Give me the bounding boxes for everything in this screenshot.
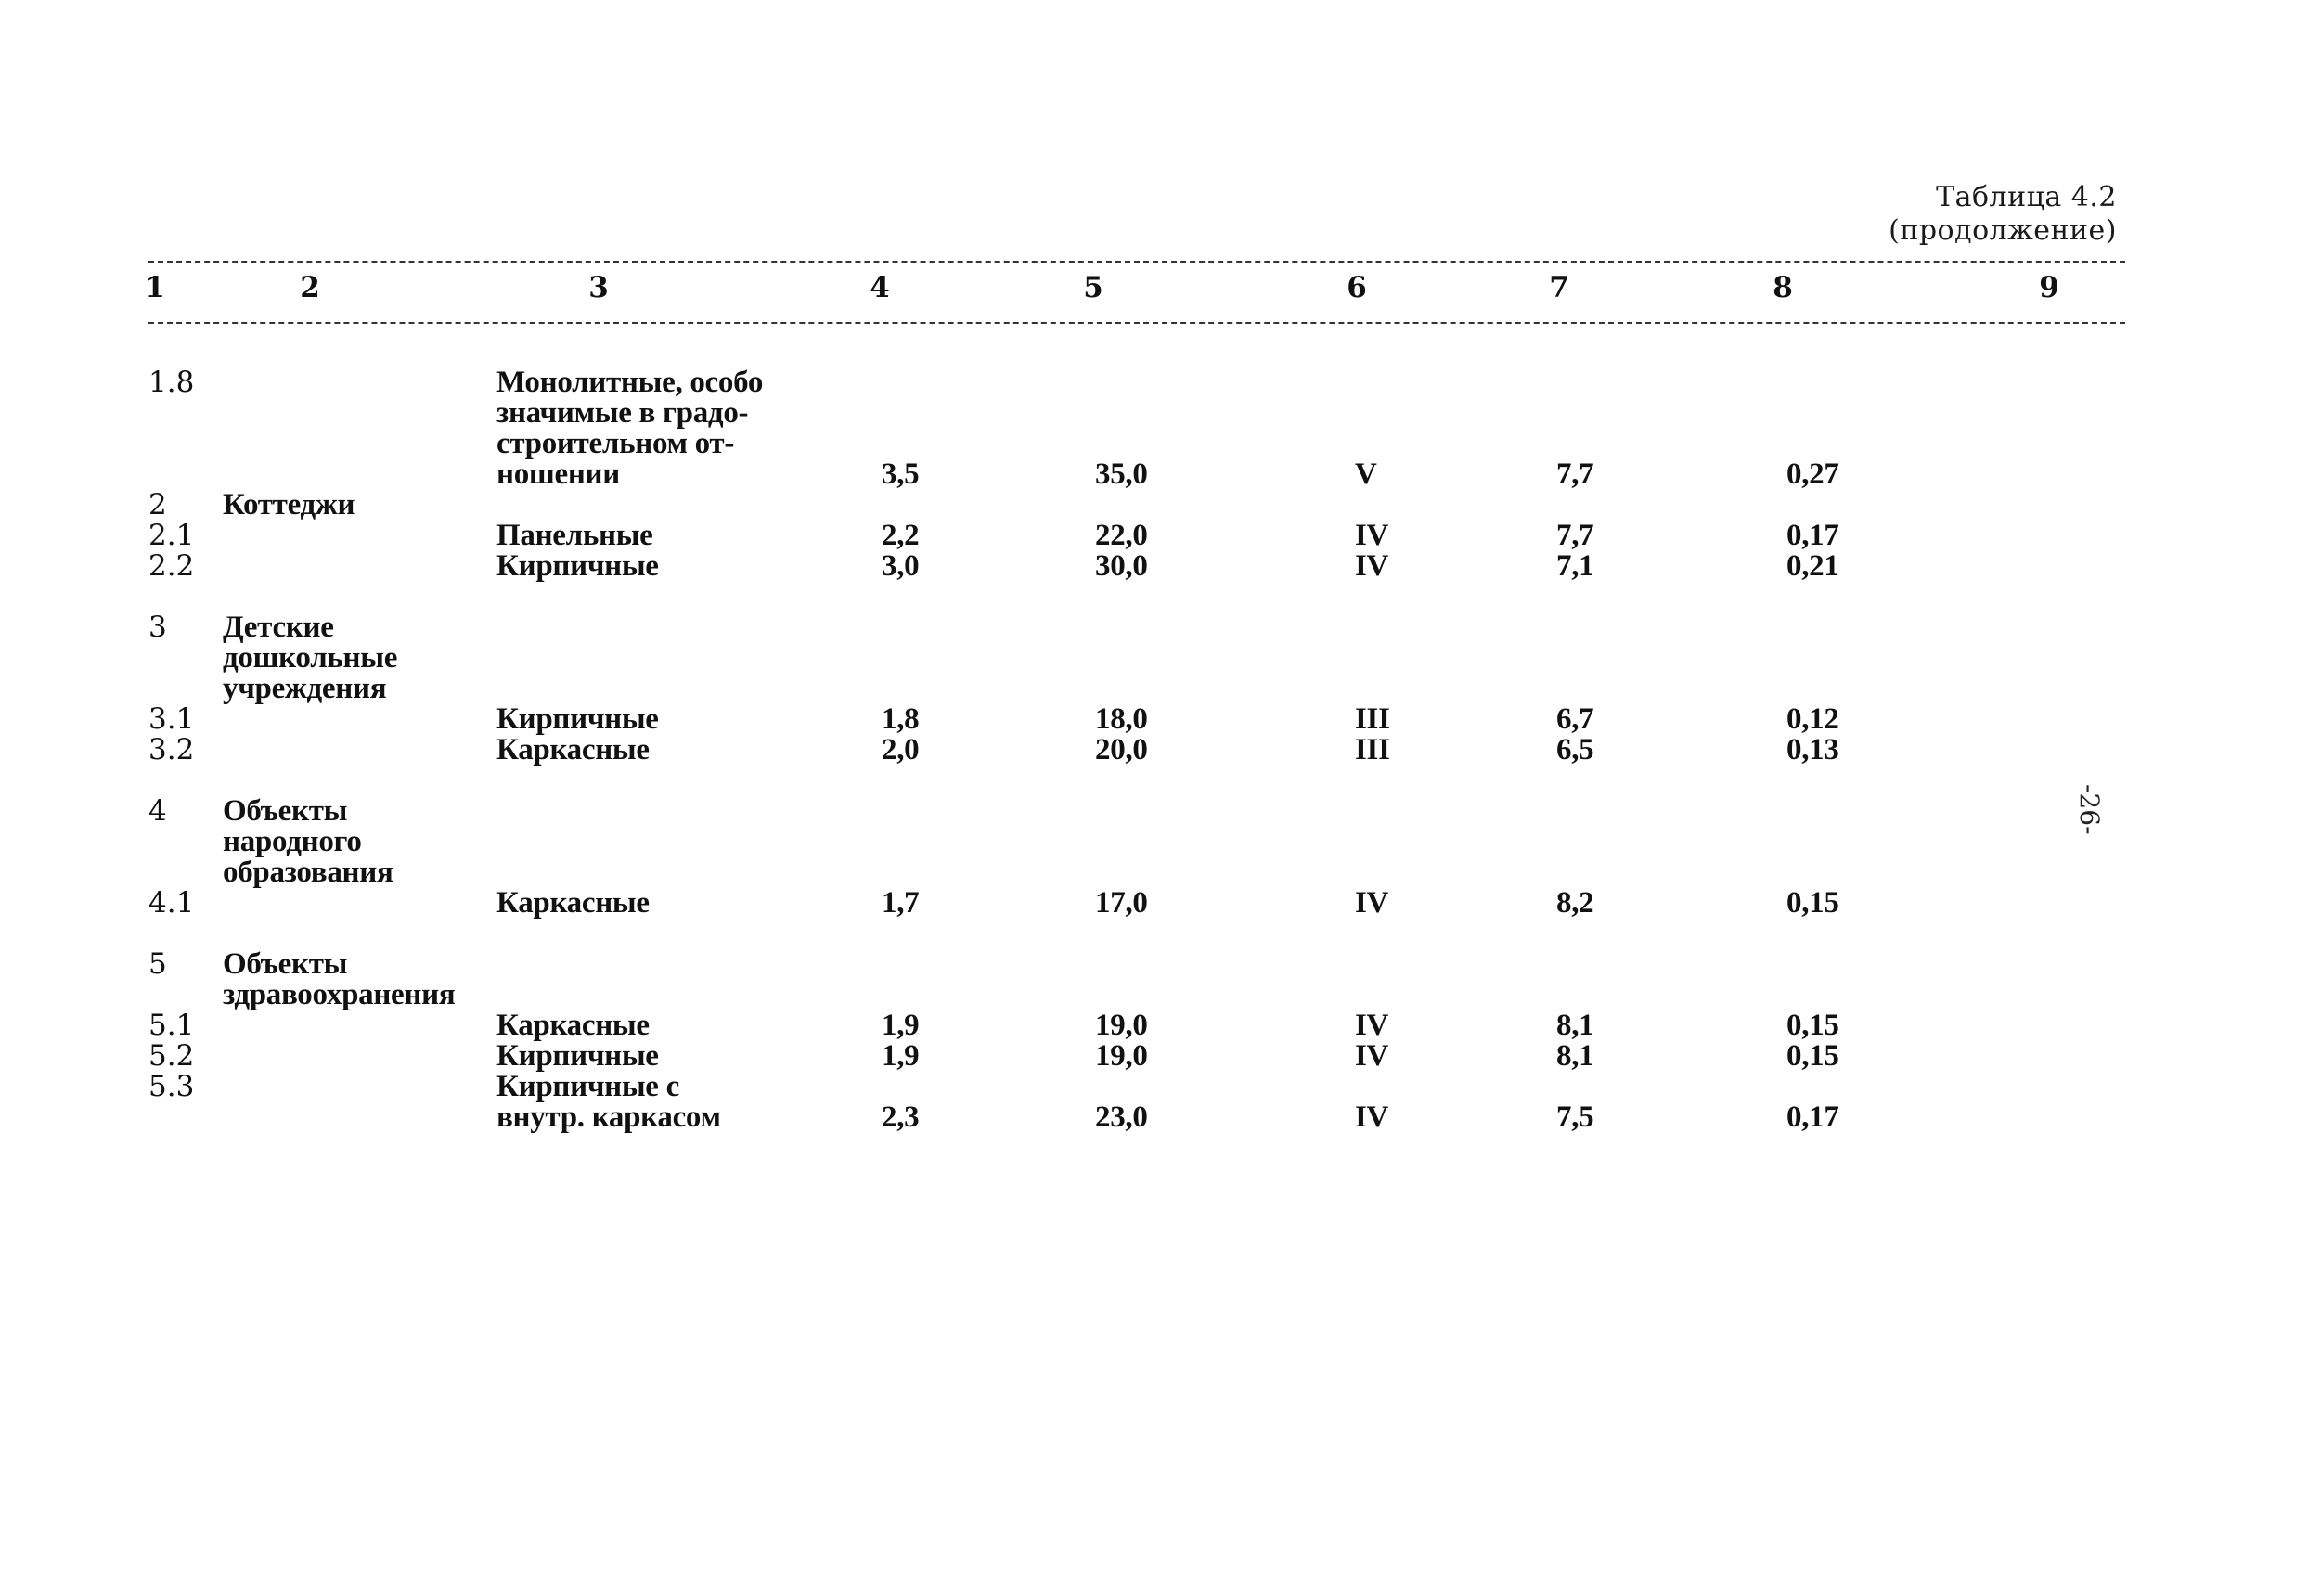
row-number: 2.2 [148,549,195,583]
cell-col-7: 6,7 [1556,702,1594,736]
cell-col-7: 7,7 [1556,457,1594,491]
column-header-9: 9 [2039,271,2059,304]
construction-type-line: Кирпичные [496,1039,659,1073]
cell-col-4: 2,3 [882,1100,920,1134]
cell-col-8: 0,15 [1786,886,1839,920]
row-number: 3.2 [148,733,195,766]
cell-col-4: 1,7 [882,886,920,920]
group-name-line: дошкольные [223,641,398,675]
cell-col-8: 0,17 [1786,1100,1839,1134]
cell-col-8: 0,12 [1786,702,1839,736]
cell-col-6: III [1355,702,1390,736]
row-number: 5.3 [148,1070,195,1103]
column-header-8: 8 [1773,271,1793,304]
cell-col-4: 2,0 [882,733,920,766]
construction-type-line: Каркасные [496,1009,650,1042]
row-number: 3 [148,611,167,644]
cell-col-7: 7,1 [1556,549,1594,583]
construction-type-line: Панельные [496,519,653,552]
construction-type-line: Кирпичные [496,702,659,736]
cell-col-7: 7,7 [1556,519,1594,552]
table-top-rule [148,261,2125,263]
table-caption-title: Таблица 4.2 [1936,181,2117,213]
cell-col-6: IV [1355,1100,1389,1134]
group-name-line: Объекты [223,947,348,981]
group-name-line: учреждения [223,672,387,705]
cell-col-6: V [1355,457,1377,491]
cell-col-5: 17,0 [1095,886,1148,920]
cell-col-8: 0,21 [1786,549,1839,583]
cell-col-6: IV [1355,519,1389,552]
cell-col-5: 18,0 [1095,702,1148,736]
row-number: 5 [148,947,167,981]
cell-col-8: 0,27 [1786,457,1839,491]
cell-col-4: 3,5 [882,457,920,491]
cell-col-4: 2,2 [882,519,920,552]
cell-col-6: IV [1355,549,1389,583]
cell-col-8: 0,15 [1786,1009,1839,1042]
column-header-2: 2 [300,271,320,304]
row-number: 2.1 [148,519,195,552]
group-name-line: Коттеджи [223,488,355,521]
cell-col-8: 0,13 [1786,733,1839,766]
row-number: 3.1 [148,702,195,736]
construction-type-line: Кирпичные [496,549,659,583]
cell-col-6: III [1355,733,1390,766]
row-number: 2 [148,488,167,521]
cell-col-6: IV [1355,886,1389,920]
table-caption: Таблица 4.2 (продолжение) [1889,181,2117,248]
group-name-line: Детские [223,611,334,644]
construction-type-line: Монолитные, особо [496,366,764,399]
cell-col-5: 22,0 [1095,519,1148,552]
column-header-3: 3 [588,271,609,304]
row-number: 1.8 [148,366,195,399]
cell-col-5: 35,0 [1095,457,1148,491]
construction-type-line: Каркасные [496,733,650,766]
construction-type-line: строительном от- [496,427,735,460]
group-name-line: здравоохранения [223,978,456,1011]
cell-col-4: 1,9 [882,1039,920,1073]
cell-col-5: 19,0 [1095,1039,1148,1073]
group-name-line: образования [223,856,393,889]
construction-type-line: Каркасные [496,886,650,920]
construction-type-line: значимые в градо- [496,396,749,430]
column-header-7: 7 [1549,271,1569,304]
row-number: 5.2 [148,1039,195,1073]
cell-col-7: 8,1 [1556,1009,1594,1042]
cell-col-4: 1,9 [882,1009,920,1042]
construction-type-line: Кирпичные с [496,1070,679,1103]
column-header-4: 4 [870,271,890,304]
cell-col-8: 0,17 [1786,519,1839,552]
construction-type-line: ношении [496,457,620,491]
row-number: 4.1 [148,886,195,920]
column-header-6: 6 [1347,271,1367,304]
cell-col-6: IV [1355,1009,1389,1042]
table-header-rule [148,322,2125,324]
cell-col-7: 8,1 [1556,1039,1594,1073]
cell-col-8: 0,15 [1786,1039,1839,1073]
table-caption-continuation: (продолжение) [1889,214,2117,247]
group-name-line: народного [223,825,362,858]
cell-col-7: 6,5 [1556,733,1594,766]
cell-col-4: 3,0 [882,549,920,583]
row-number: 4 [148,794,167,828]
row-number: 5.1 [148,1009,195,1042]
page-number-side: -26- [2074,784,2105,835]
column-header-1: 1 [145,271,165,304]
column-header-5: 5 [1083,271,1103,304]
group-name-line: Объекты [223,794,348,828]
cell-col-7: 8,2 [1556,886,1594,920]
cell-col-5: 23,0 [1095,1100,1148,1134]
cell-col-5: 19,0 [1095,1009,1148,1042]
cell-col-7: 7,5 [1556,1100,1594,1134]
construction-type-line: внутр. каркасом [496,1100,721,1134]
cell-col-6: IV [1355,1039,1389,1073]
cell-col-5: 30,0 [1095,549,1148,583]
cell-col-5: 20,0 [1095,733,1148,766]
cell-col-4: 1,8 [882,702,920,736]
